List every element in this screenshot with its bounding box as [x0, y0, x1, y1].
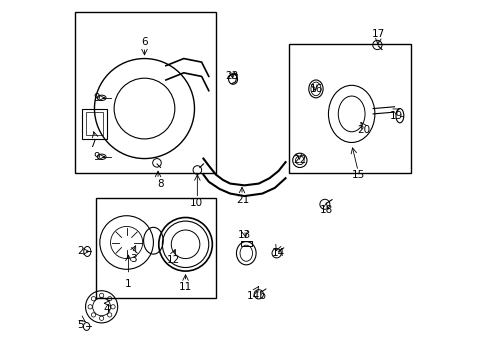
Text: 9: 9 [93, 152, 100, 162]
Text: 17: 17 [371, 28, 384, 39]
Bar [85, 112, 103, 135]
Text: 12: 12 [166, 255, 179, 265]
Text: 9: 9 [93, 93, 100, 103]
Text: 13: 13 [237, 230, 251, 240]
Bar [82, 109, 107, 139]
Text: 22: 22 [293, 156, 306, 165]
Text: 6: 6 [141, 37, 147, 48]
Text: 15: 15 [351, 170, 365, 180]
Bar [241, 241, 251, 246]
Text: 3: 3 [130, 253, 137, 264]
Text: 5: 5 [77, 320, 83, 330]
Text: 20: 20 [357, 125, 370, 135]
Text: 10: 10 [189, 198, 203, 208]
Text: 1: 1 [125, 279, 131, 289]
Text: 14: 14 [271, 248, 285, 258]
Text: 4: 4 [103, 303, 110, 314]
Text: 16: 16 [309, 84, 322, 94]
Text: 8: 8 [157, 179, 163, 189]
Text: 23: 23 [225, 71, 238, 81]
Text: 18: 18 [319, 205, 333, 215]
Text: 19: 19 [389, 111, 402, 121]
Text: 7: 7 [89, 139, 96, 149]
Text: 2: 2 [77, 247, 83, 256]
Text: 11: 11 [179, 282, 192, 292]
Text: 21: 21 [236, 195, 249, 204]
Text: 14b: 14b [246, 291, 266, 301]
